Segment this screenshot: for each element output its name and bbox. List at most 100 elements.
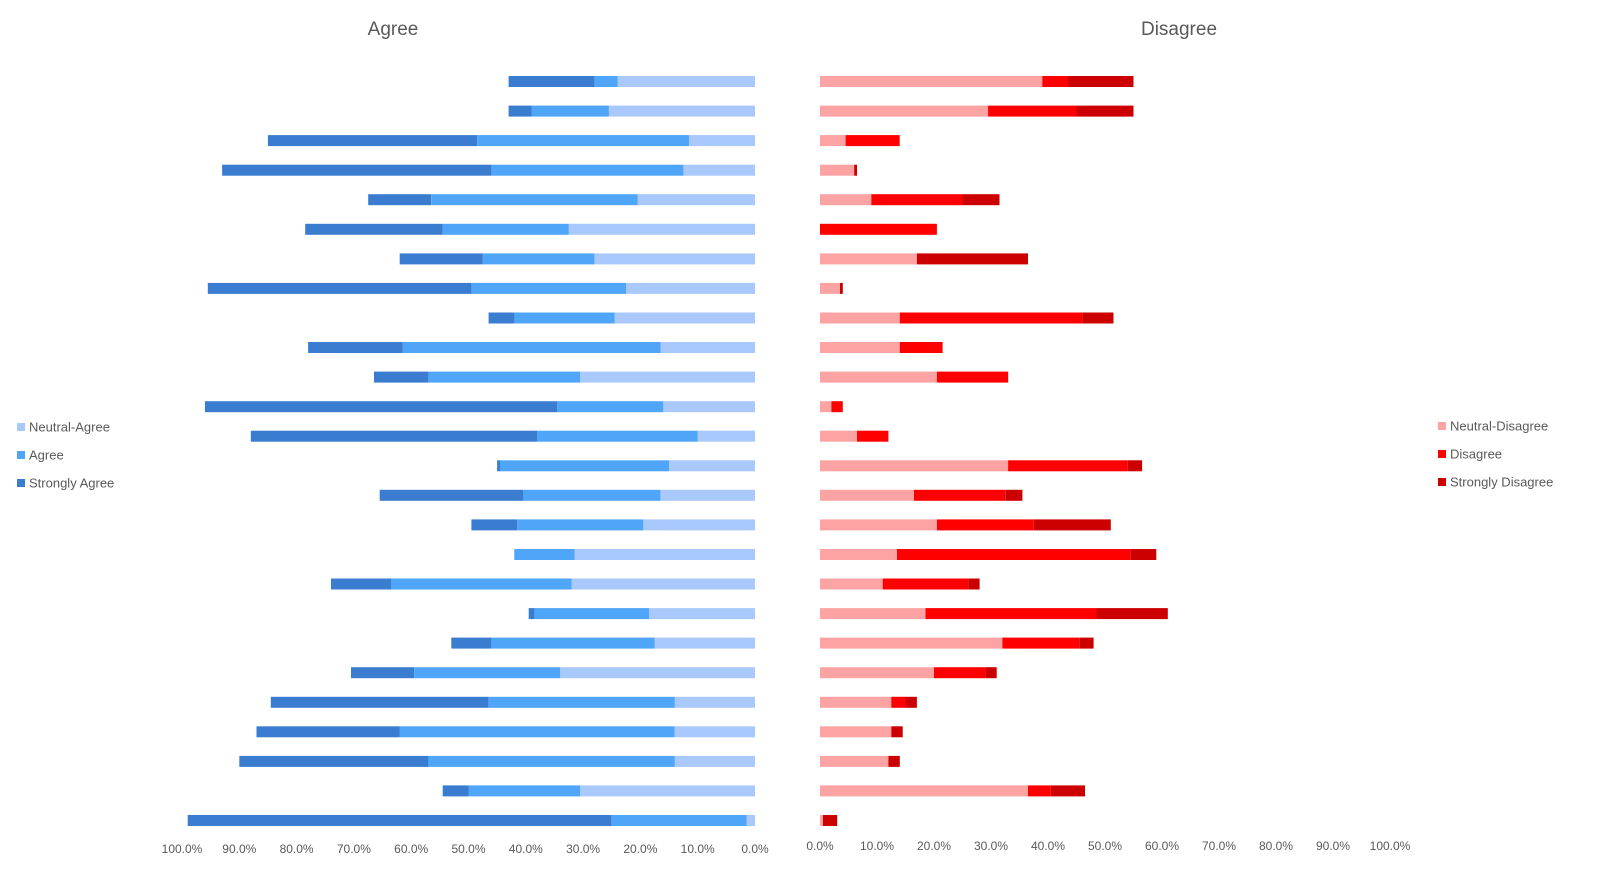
- agree-bar-row1-strongly-agree: [508, 76, 595, 87]
- agree-bar-row12-agree: [557, 401, 664, 413]
- agree-legend-label: Agree: [29, 448, 64, 463]
- agree-bar-row4-agree: [491, 164, 684, 176]
- agree-legend: Neutral-Agree Agree Strongly Agree: [17, 420, 114, 491]
- disagree-x-tick-label: 90.0%: [1316, 839, 1350, 853]
- disagree-bar-row18-strongly-disagree: [968, 578, 980, 590]
- agree-bar-row4-neutral-agree: [683, 164, 755, 176]
- disagree-bar-row2-disagree: [988, 105, 1077, 117]
- disagree-x-tick-label: 10.0%: [860, 839, 894, 853]
- disagree-bar-row11-disagree: [936, 371, 1009, 383]
- disagree-bar-row1-strongly-disagree: [1068, 76, 1134, 87]
- disagree-legend-swatch: [1438, 478, 1446, 486]
- disagree-bar-row20-disagree: [1002, 637, 1080, 649]
- disagree-bar-row19-neutral-disagree: [820, 608, 926, 620]
- agree-bar-row10-agree: [402, 342, 661, 353]
- agree-bar-row5-strongly-agree: [368, 194, 432, 206]
- agree-legend-label: Neutral-Agree: [29, 420, 110, 435]
- disagree-legend-swatch: [1438, 450, 1446, 458]
- agree-x-tick-label: 40.0%: [509, 842, 543, 856]
- disagree-bar-row21-disagree: [934, 667, 986, 679]
- disagree-bar-row17-strongly-disagree: [1130, 549, 1157, 560]
- agree-bar-row9-neutral-agree: [614, 312, 755, 324]
- agree-bar-row25-agree: [468, 785, 581, 797]
- disagree-bar-row12-disagree: [831, 401, 843, 413]
- agree-bar-row23-strongly-agree: [256, 726, 400, 738]
- agree-bar-row14-strongly-agree: [497, 460, 500, 472]
- agree-bar-row5-neutral-agree: [637, 194, 755, 206]
- agree-bar-row5-agree: [431, 194, 638, 206]
- disagree-bar-row21-strongly-disagree: [985, 667, 997, 679]
- agree-bar-row9-strongly-agree: [488, 312, 515, 324]
- disagree-bar-row8-strongly-disagree: [840, 282, 843, 294]
- agree-bar-row16-strongly-agree: [471, 519, 518, 531]
- disagree-bar-row12-neutral-disagree: [820, 401, 832, 413]
- disagree-bar-row10-disagree: [899, 342, 943, 353]
- disagree-x-tick-label: 70.0%: [1202, 839, 1236, 853]
- agree-bar-row18-neutral-agree: [571, 578, 755, 590]
- disagree-x-tick-label: 80.0%: [1259, 839, 1293, 853]
- agree-bar-row7-neutral-agree: [594, 253, 755, 265]
- agree-bar-row17-neutral-agree: [574, 549, 755, 560]
- disagree-bar-row23-neutral-disagree: [820, 726, 892, 738]
- disagree-x-tick-label: 20.0%: [917, 839, 951, 853]
- agree-bar-row25-strongly-agree: [442, 785, 469, 797]
- disagree-bar-row9-neutral-disagree: [820, 312, 900, 324]
- disagree-bar-row1-neutral-disagree: [820, 76, 1043, 87]
- agree-bar-row26-strongly-agree: [187, 815, 612, 826]
- agree-bar-row19-agree: [534, 608, 649, 620]
- disagree-bar-row14-neutral-disagree: [820, 460, 1009, 472]
- disagree-bar-row22-neutral-disagree: [820, 696, 892, 708]
- disagree-bar-row16-disagree: [936, 519, 1034, 531]
- disagree-bar-row3-disagree: [845, 135, 900, 147]
- agree-bar-row1-agree: [594, 76, 618, 87]
- disagree-bar-row15-strongly-disagree: [1005, 489, 1023, 501]
- disagree-bar-row26-neutral-disagree: [820, 815, 823, 826]
- disagree-bar-row19-strongly-disagree: [1096, 608, 1168, 620]
- agree-bar-row8-agree: [471, 282, 627, 294]
- agree-bar-row11-neutral-agree: [580, 371, 755, 383]
- disagree-x-axis: 0.0% 10.0% 20.0% 30.0% 40.0% 50.0% 60.0% 70.0% 8…: [806, 839, 1410, 853]
- agree-bar-row15-agree: [522, 489, 661, 501]
- agree-bar-row2-agree: [531, 105, 609, 117]
- disagree-panel: Disagree 0.0% 10.0% 20.0% 30.0% 40.0% 50.0% 60…: [806, 19, 1553, 853]
- disagree-x-tick-label: 50.0%: [1088, 839, 1122, 853]
- agree-x-tick-label: 70.0%: [337, 842, 371, 856]
- disagree-legend-label: Neutral-Disagree: [1450, 419, 1548, 434]
- disagree-bar-row3-neutral-disagree: [820, 135, 846, 147]
- agree-x-tick-label: 50.0%: [451, 842, 485, 856]
- disagree-legend: Neutral-Disagree Disagree Strongly Disagre…: [1438, 419, 1553, 490]
- agree-bar-row19-strongly-agree: [528, 608, 535, 620]
- disagree-bar-row18-neutral-disagree: [820, 578, 883, 590]
- agree-x-tick-label: 20.0%: [623, 842, 657, 856]
- disagree-bar-row1-disagree: [1042, 76, 1068, 87]
- disagree-bar-row5-neutral-disagree: [820, 194, 872, 206]
- agree-bar-row12-strongly-agree: [204, 401, 558, 413]
- agree-bar-row19-neutral-agree: [649, 608, 755, 620]
- disagree-bar-row22-disagree: [891, 696, 906, 708]
- disagree-bar-row17-disagree: [897, 549, 1131, 560]
- disagree-bars: [820, 76, 1168, 826]
- disagree-bar-row14-strongly-disagree: [1127, 460, 1143, 472]
- agree-bar-row6-neutral-agree: [568, 223, 755, 235]
- disagree-bar-row25-disagree: [1028, 785, 1051, 797]
- disagree-bar-row9-strongly-disagree: [1082, 312, 1114, 324]
- agree-bar-row23-agree: [399, 726, 675, 738]
- disagree-bar-row24-neutral-disagree: [820, 755, 889, 767]
- agree-bar-row10-neutral-agree: [660, 342, 755, 353]
- disagree-bar-row20-strongly-disagree: [1079, 637, 1094, 649]
- agree-bar-row14-neutral-agree: [669, 460, 755, 472]
- agree-bar-row13-strongly-agree: [250, 430, 538, 442]
- agree-bar-row24-strongly-agree: [239, 755, 429, 767]
- agree-bar-row18-strongly-agree: [331, 578, 392, 590]
- disagree-bar-row2-strongly-disagree: [1076, 105, 1134, 117]
- disagree-bar-row7-strongly-disagree: [916, 253, 1028, 265]
- disagree-x-tick-label: 30.0%: [974, 839, 1008, 853]
- agree-x-tick-label: 30.0%: [566, 842, 600, 856]
- agree-bar-row15-neutral-agree: [660, 489, 755, 501]
- disagree-x-tick-label: 40.0%: [1031, 839, 1065, 853]
- disagree-legend-swatch: [1438, 422, 1446, 430]
- agree-bar-row9-agree: [514, 312, 615, 324]
- agree-panel: Agree 100.0% 90.0% 80.0% 70.0% 60.0% 50.0% 40.…: [17, 19, 769, 856]
